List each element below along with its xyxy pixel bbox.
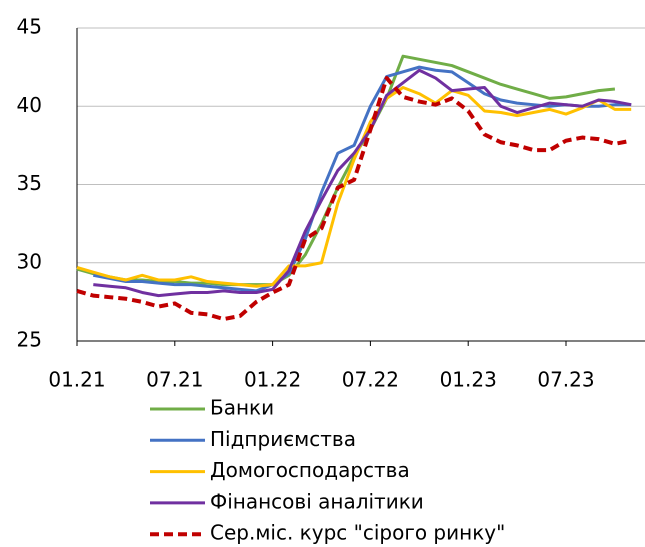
x-tick-label: 01.22 <box>244 368 301 392</box>
y-tick-label: 40 <box>17 93 42 117</box>
legend-label: Домогосподарства <box>210 458 410 482</box>
y-tick-label: 25 <box>17 328 42 352</box>
legend-label: Підприємства <box>210 427 356 451</box>
legend-label: Банки <box>210 396 274 420</box>
series-line <box>76 54 616 287</box>
legend-label: Фінансові аналітики <box>210 489 424 513</box>
x-tick-label: 07.23 <box>537 368 594 392</box>
y-tick-label: 35 <box>17 171 42 195</box>
y-tick-label: 30 <box>17 249 42 273</box>
x-tick-label: 07.21 <box>146 368 203 392</box>
x-tick-label: 01.23 <box>440 368 497 392</box>
series-line <box>76 76 632 322</box>
x-tick-label: 07.22 <box>342 368 399 392</box>
legend-label: Сер.міс. курс "сірого ринку" <box>210 521 505 545</box>
x-tick-label: 01.21 <box>48 368 105 392</box>
series-line <box>76 85 632 288</box>
series-line <box>93 65 632 293</box>
y-tick-label: 45 <box>17 15 42 39</box>
series-line <box>93 68 632 298</box>
